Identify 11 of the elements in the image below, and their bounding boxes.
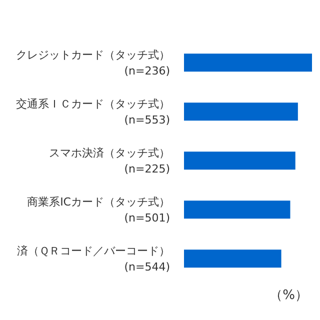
y-tick-label: 済（ＱＲコード／バーコード） (n=544): [17, 244, 170, 274]
y-tick-label: 商業系ICカード（タッチ式） (n=501): [27, 196, 170, 224]
bar: [184, 102, 298, 121]
bar: [184, 152, 296, 170]
bar: [184, 54, 312, 72]
y-tick-label: スマホ決済（タッチ式） (n=225): [49, 146, 170, 176]
bar: [184, 250, 282, 268]
y-tick-label: 交通系ＩＣカード（タッチ式） (n=553): [16, 98, 170, 126]
text: （%）: [270, 287, 308, 304]
bar: [184, 200, 290, 219]
y-tick-label: クレジットカード（タッチ式） (n=236): [16, 48, 170, 78]
